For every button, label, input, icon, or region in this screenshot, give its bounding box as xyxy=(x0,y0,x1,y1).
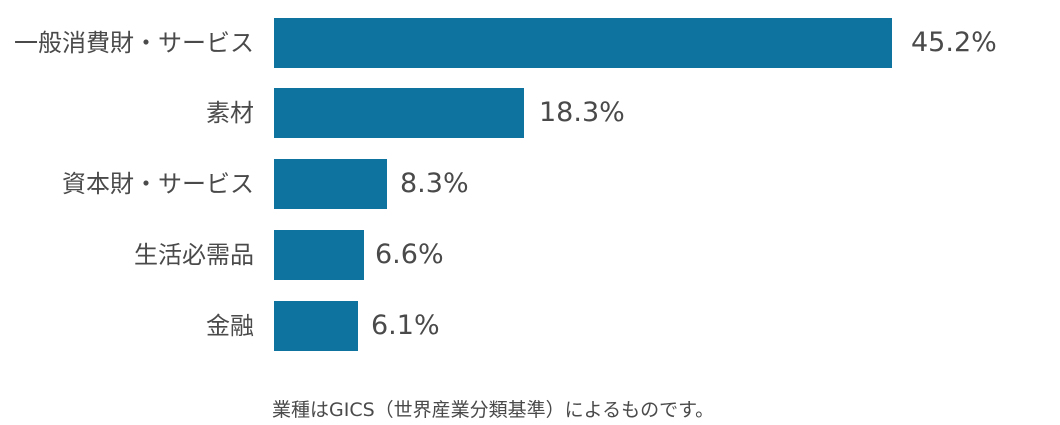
category-label: 一般消費財・サービス xyxy=(14,29,254,57)
value-label: 8.3% xyxy=(400,168,469,199)
bar-row-financials: 金融 6.1% xyxy=(0,301,1060,351)
value-label: 18.3% xyxy=(539,97,625,128)
category-label: 素材 xyxy=(206,99,254,127)
category-label: 生活必需品 xyxy=(134,241,254,269)
bar-row-consumer-staples: 生活必需品 6.6% xyxy=(0,230,1060,280)
category-label: 金融 xyxy=(206,312,254,340)
bar-row-industrials: 資本財・サービス 8.3% xyxy=(0,159,1060,209)
bar xyxy=(274,88,524,138)
footnote: 業種はGICS（世界産業分類基準）によるものです。 xyxy=(272,399,715,421)
bar xyxy=(274,301,358,351)
bar xyxy=(274,159,387,209)
value-label: 6.1% xyxy=(371,310,440,341)
bar xyxy=(274,18,892,68)
category-label: 資本財・サービス xyxy=(62,170,254,198)
bar-row-materials: 素材 18.3% xyxy=(0,88,1060,138)
value-label: 6.6% xyxy=(375,239,444,270)
value-label: 45.2% xyxy=(911,27,997,58)
bar-row-consumer-discretionary: 一般消費財・サービス 45.2% xyxy=(0,18,1060,68)
bar xyxy=(274,230,364,280)
